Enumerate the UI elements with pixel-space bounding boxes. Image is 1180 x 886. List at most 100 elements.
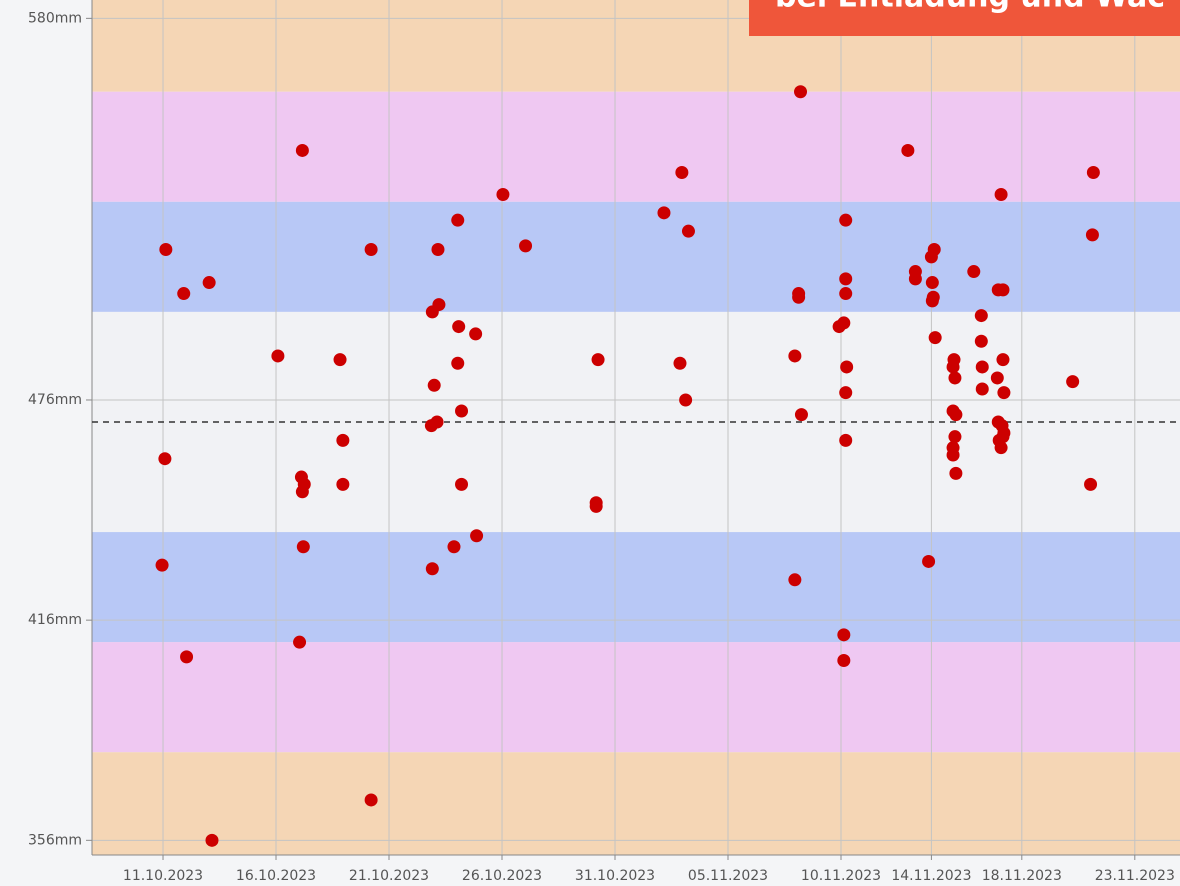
x-tick-label: 18.11.2023 xyxy=(982,868,1062,884)
point xyxy=(333,353,347,367)
x-tick-label: 21.10.2023 xyxy=(349,868,429,884)
point xyxy=(994,187,1008,201)
point xyxy=(455,477,469,491)
point xyxy=(205,833,219,847)
point xyxy=(925,276,939,290)
point xyxy=(839,386,853,400)
point xyxy=(451,213,465,227)
point xyxy=(996,283,1010,297)
point xyxy=(452,320,466,334)
point xyxy=(202,276,216,290)
point xyxy=(431,243,445,257)
x-tick-label: 23.11.2023 xyxy=(1095,868,1175,884)
point xyxy=(996,430,1010,444)
point xyxy=(295,143,309,157)
point xyxy=(424,419,438,433)
point xyxy=(840,360,854,374)
point xyxy=(922,554,936,568)
point xyxy=(997,386,1011,400)
point xyxy=(470,529,484,543)
point xyxy=(925,294,939,308)
point xyxy=(975,382,989,396)
point xyxy=(675,165,689,179)
point xyxy=(364,793,378,807)
band xyxy=(92,532,1180,643)
point xyxy=(1084,477,1098,491)
point xyxy=(681,224,695,238)
point xyxy=(949,408,963,422)
point xyxy=(994,441,1008,455)
point xyxy=(996,353,1010,367)
point xyxy=(159,243,173,257)
point xyxy=(794,408,808,422)
point xyxy=(794,85,808,99)
x-tick-label: 10.11.2023 xyxy=(801,868,881,884)
point xyxy=(364,243,378,257)
x-tick-label: 14.11.2023 xyxy=(891,868,971,884)
band xyxy=(92,91,1180,202)
point xyxy=(451,356,465,370)
point xyxy=(946,448,960,462)
marks xyxy=(155,85,1100,847)
band xyxy=(92,642,1180,753)
point xyxy=(1085,228,1099,242)
point xyxy=(974,334,988,348)
point xyxy=(293,635,307,649)
point xyxy=(788,573,802,587)
point xyxy=(679,393,693,407)
point xyxy=(519,239,533,253)
banner-box xyxy=(749,0,1180,36)
point xyxy=(427,378,441,392)
point xyxy=(425,562,439,576)
point xyxy=(296,540,310,554)
point xyxy=(336,477,350,491)
labels: 580mm 476mm 416mm 356mm 11.10.2023 16.10.2023… xyxy=(28,10,1175,884)
point xyxy=(967,265,981,279)
banner-text: bei Entladung und Wac xyxy=(775,0,1165,15)
point xyxy=(295,485,309,499)
point xyxy=(158,452,172,466)
point xyxy=(591,353,605,367)
point xyxy=(1086,165,1100,179)
x-tick-label: 16.10.2023 xyxy=(236,868,316,884)
point xyxy=(336,433,350,447)
bands xyxy=(92,0,1180,855)
point xyxy=(839,287,853,301)
band xyxy=(92,752,1180,855)
point xyxy=(949,466,963,480)
x-tick-label: 31.10.2023 xyxy=(575,868,655,884)
point xyxy=(657,206,671,220)
point xyxy=(455,404,469,418)
point xyxy=(975,360,989,374)
point xyxy=(792,290,806,304)
point xyxy=(974,309,988,323)
point xyxy=(924,250,938,264)
point xyxy=(1066,375,1080,389)
point xyxy=(837,628,851,642)
x-tick-label: 05.11.2023 xyxy=(688,868,768,884)
y-tick-label: 476mm xyxy=(28,392,82,408)
point xyxy=(589,499,603,513)
point xyxy=(928,331,942,345)
band xyxy=(92,201,1180,312)
point xyxy=(839,272,853,286)
point xyxy=(673,356,687,370)
x-tick-label: 26.10.2023 xyxy=(462,868,542,884)
point xyxy=(496,187,510,201)
y-tick-label: 580mm xyxy=(28,10,82,26)
point xyxy=(155,558,169,572)
grid xyxy=(86,0,1180,860)
point xyxy=(839,213,853,227)
point xyxy=(990,371,1004,385)
point xyxy=(447,540,461,554)
point xyxy=(901,143,915,157)
point xyxy=(832,320,846,334)
y-tick-label: 356mm xyxy=(28,832,82,848)
point xyxy=(948,430,962,444)
point xyxy=(177,287,191,301)
point xyxy=(425,305,439,319)
point xyxy=(788,349,802,363)
point xyxy=(469,327,483,341)
